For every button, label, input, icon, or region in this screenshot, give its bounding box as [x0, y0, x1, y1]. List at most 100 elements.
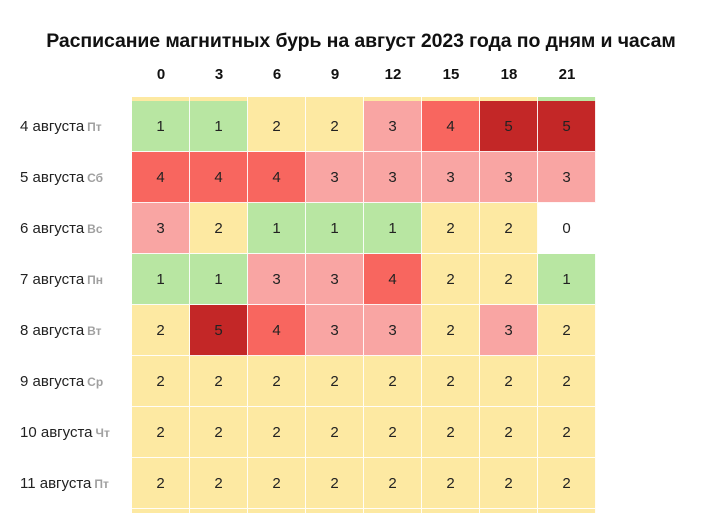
- day-label: 8 августа: [20, 322, 85, 339]
- weekday-label: Пт: [87, 120, 102, 134]
- heatmap-cell: 2: [480, 203, 538, 254]
- heatmap-cell: 2: [538, 305, 596, 356]
- row-label: 8 августа Вт: [20, 305, 102, 356]
- heatmap-cell: 2: [422, 203, 480, 254]
- heatmap-cell: 2: [190, 356, 248, 407]
- day-label: 6 августа: [20, 220, 85, 237]
- heatmap-cell: 2: [538, 407, 596, 458]
- heatmap-cell: 2: [306, 356, 364, 407]
- heatmap-cell: 1: [306, 203, 364, 254]
- heatmap-cell: 2: [538, 458, 596, 509]
- heatmap-cell: 2: [306, 101, 364, 152]
- heatmap-cell: 2: [248, 458, 306, 509]
- hour-label-3: 3: [214, 66, 224, 83]
- heatmap-cell: 2: [190, 458, 248, 509]
- heatmap-cell: 5: [480, 101, 538, 152]
- heatmap-cell: 2: [132, 305, 190, 356]
- weekday-label: Сб: [87, 171, 104, 185]
- heatmap-cell: 2: [248, 356, 306, 407]
- heatmap-cell: 3: [480, 305, 538, 356]
- heatmap-cell: 3: [306, 152, 364, 203]
- hour-label-0: 0: [156, 66, 166, 83]
- heatmap-cell: 2: [480, 356, 538, 407]
- heatmap-cell: 3: [364, 305, 422, 356]
- edge-cell-below: [190, 509, 248, 513]
- weekday-label: Чт: [95, 426, 110, 440]
- edge-cell-above: [480, 97, 538, 101]
- day-label: 4 августа: [20, 118, 85, 135]
- heatmap-cell: 2: [132, 458, 190, 509]
- row-label: 10 августа Чт: [20, 407, 110, 458]
- heatmap-cell: 2: [422, 458, 480, 509]
- heatmap-cell: 2: [364, 407, 422, 458]
- hour-label-12: 12: [384, 66, 402, 83]
- day-label: 10 августа: [20, 424, 93, 441]
- heatmap-cell: 3: [422, 152, 480, 203]
- heatmap-cell: 3: [364, 152, 422, 203]
- heatmap-cell: 2: [306, 407, 364, 458]
- heatmap-cell: 2: [190, 407, 248, 458]
- hour-label-15: 15: [442, 66, 460, 83]
- heatmap-cell: 2: [422, 305, 480, 356]
- heatmap-cell: 3: [538, 152, 596, 203]
- heatmap-cell: 2: [248, 101, 306, 152]
- day-label: 7 августа: [20, 271, 85, 288]
- chart-title: Расписание магнитных бурь на август 2023…: [46, 30, 676, 52]
- heatmap-cell: 3: [132, 203, 190, 254]
- heatmap-cell: 3: [364, 101, 422, 152]
- heatmap-cell: 1: [190, 254, 248, 305]
- row-label: 7 августа Пн: [20, 254, 103, 305]
- heatmap-cell: 2: [364, 356, 422, 407]
- heatmap-cell: 2: [422, 254, 480, 305]
- heatmap-cell: 1: [364, 203, 422, 254]
- heatmap-cell: 4: [190, 152, 248, 203]
- heatmap-cell: 4: [132, 152, 190, 203]
- day-label: 9 августа: [20, 373, 85, 390]
- heatmap-cell: 2: [132, 407, 190, 458]
- day-label: 5 августа: [20, 169, 85, 186]
- edge-cell-below: [248, 509, 306, 513]
- day-label: 11 августа: [20, 475, 92, 492]
- edge-cell-above: [132, 97, 190, 101]
- heatmap-cell: 2: [480, 458, 538, 509]
- heatmap-cell: 1: [248, 203, 306, 254]
- row-label: 4 августа Пт: [20, 101, 102, 152]
- edge-cell-below: [480, 509, 538, 513]
- heatmap-cell: 5: [190, 305, 248, 356]
- heatmap-cell: 3: [306, 254, 364, 305]
- heatmap-cell: 4: [248, 305, 306, 356]
- row-label: 9 августа Ср: [20, 356, 103, 407]
- edge-cell-below: [132, 509, 190, 513]
- heatmap-cell: 2: [190, 203, 248, 254]
- edge-cell-below: [538, 509, 596, 513]
- heatmap-cell: 5: [538, 101, 596, 152]
- hour-label-9: 9: [330, 66, 340, 83]
- edge-cell-above: [422, 97, 480, 101]
- edge-cell-below: [422, 509, 480, 513]
- heatmap-cell: 2: [422, 356, 480, 407]
- heatmap-cell: 1: [190, 101, 248, 152]
- heatmap-cell: 0: [538, 203, 596, 254]
- edge-cell-below: [364, 509, 422, 513]
- heatmap-cell: 3: [306, 305, 364, 356]
- row-label: 11 августа Пт: [20, 458, 109, 509]
- hour-label-6: 6: [272, 66, 282, 83]
- edge-cell-below: [306, 509, 364, 513]
- heatmap-cell: 1: [538, 254, 596, 305]
- edge-cell-above: [538, 97, 596, 101]
- hour-label-18: 18: [500, 66, 518, 83]
- heatmap-cell: 2: [132, 356, 190, 407]
- heatmap-cell: 2: [422, 407, 480, 458]
- edge-cell-above: [306, 97, 364, 101]
- heatmap-cell: 2: [306, 458, 364, 509]
- edge-cell-above: [364, 97, 422, 101]
- weekday-label: Ср: [87, 375, 104, 389]
- heatmap-cell: 4: [422, 101, 480, 152]
- edge-cell-above: [190, 97, 248, 101]
- edge-cell-above: [248, 97, 306, 101]
- heatmap-cell: 1: [132, 254, 190, 305]
- weekday-label: Вс: [87, 222, 103, 236]
- heatmap-cell: 3: [248, 254, 306, 305]
- hour-label-21: 21: [558, 66, 576, 83]
- heatmap-cell: 2: [480, 407, 538, 458]
